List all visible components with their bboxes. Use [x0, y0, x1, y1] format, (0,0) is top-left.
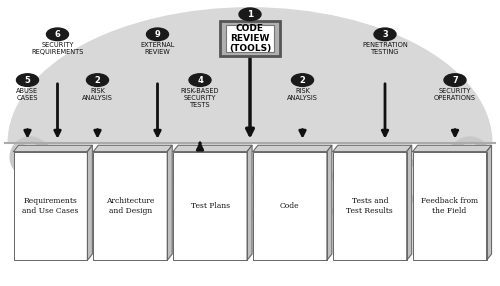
Text: CODE
REVIEW
(TOOLS): CODE REVIEW (TOOLS): [229, 23, 271, 53]
Circle shape: [146, 28, 169, 41]
Bar: [94, 152, 167, 260]
Text: RISK-BASED
SECURITY
TESTS: RISK-BASED SECURITY TESTS: [181, 88, 219, 108]
Polygon shape: [333, 145, 411, 152]
Circle shape: [16, 74, 38, 86]
Text: 4: 4: [197, 76, 203, 85]
Circle shape: [292, 74, 314, 86]
Text: RISK
ANALYSIS: RISK ANALYSIS: [287, 88, 318, 101]
Circle shape: [46, 28, 68, 41]
Polygon shape: [412, 145, 492, 152]
Polygon shape: [247, 145, 252, 260]
Text: 6: 6: [54, 30, 60, 39]
Polygon shape: [406, 145, 412, 260]
Text: Test Plans: Test Plans: [190, 202, 230, 210]
Circle shape: [444, 74, 466, 86]
Text: 2: 2: [94, 76, 100, 85]
Polygon shape: [88, 145, 92, 260]
Text: 2: 2: [300, 76, 306, 85]
Text: 3: 3: [382, 30, 388, 39]
Text: Architecture
and Design: Architecture and Design: [106, 197, 154, 215]
Text: SECURITY
OPERATIONS: SECURITY OPERATIONS: [434, 88, 476, 101]
Text: Tests and
Test Results: Tests and Test Results: [346, 197, 393, 215]
Polygon shape: [327, 145, 332, 260]
Polygon shape: [486, 145, 492, 260]
Text: EXTERNAL
REVIEW: EXTERNAL REVIEW: [140, 42, 174, 55]
Polygon shape: [14, 145, 92, 152]
Text: PENETRATION
TESTING: PENETRATION TESTING: [362, 42, 408, 55]
Circle shape: [374, 28, 396, 41]
Text: ABUSE
CASES: ABUSE CASES: [16, 88, 38, 101]
Ellipse shape: [8, 7, 492, 279]
Bar: [0, 143, 500, 286]
Text: 7: 7: [452, 76, 458, 85]
Bar: [173, 152, 247, 260]
Polygon shape: [253, 145, 332, 152]
Bar: [253, 152, 327, 260]
Text: 5: 5: [24, 76, 30, 85]
Text: RISK
ANALYSIS: RISK ANALYSIS: [82, 88, 113, 101]
Text: Code: Code: [280, 202, 299, 210]
Text: 9: 9: [154, 30, 160, 39]
Text: Feedback from
the Field: Feedback from the Field: [421, 197, 478, 215]
Bar: [226, 25, 274, 52]
Bar: [333, 152, 406, 260]
Polygon shape: [167, 145, 172, 260]
Text: Requirements
and Use Cases: Requirements and Use Cases: [22, 197, 78, 215]
Text: SECURITY
REQUIREMENTS: SECURITY REQUIREMENTS: [32, 42, 84, 55]
Text: 1: 1: [247, 10, 253, 19]
Circle shape: [189, 74, 211, 86]
FancyBboxPatch shape: [220, 21, 280, 56]
Circle shape: [86, 74, 108, 86]
Bar: [412, 152, 486, 260]
Circle shape: [239, 8, 261, 21]
Polygon shape: [173, 145, 252, 152]
Bar: [14, 152, 88, 260]
Polygon shape: [94, 145, 172, 152]
